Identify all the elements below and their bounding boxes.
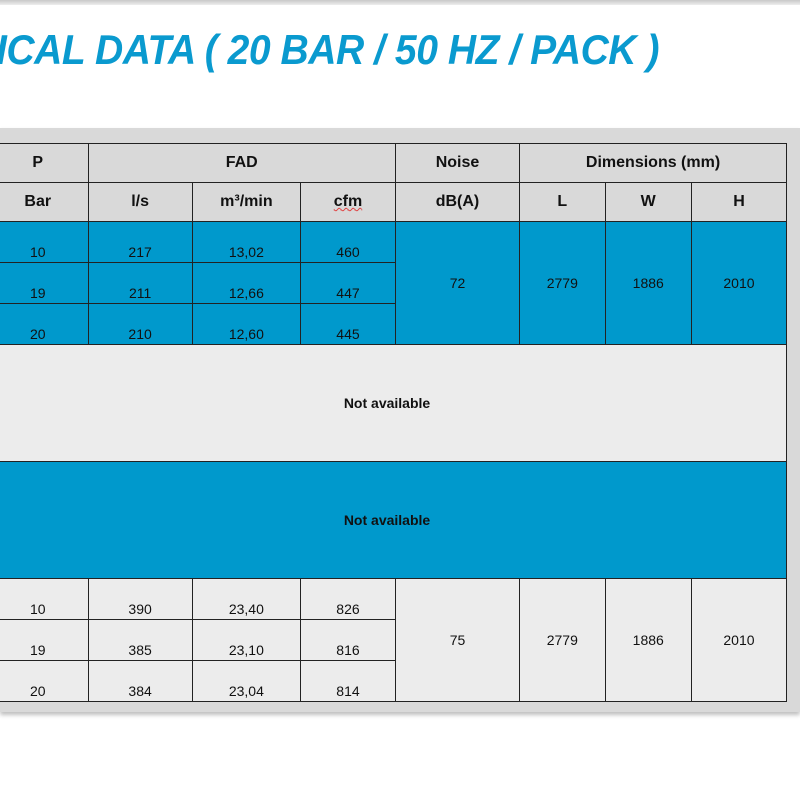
cell-cfm: 460 [300, 221, 396, 263]
table-row: 10 217 13,02 460 72 2779 1886 2010 [0, 221, 788, 345]
cell-cfm: 447 [300, 262, 396, 304]
unit-l: L [519, 182, 606, 222]
cell-noise: 72 [394, 221, 521, 345]
table-row: 19 385 23,10 816 [0, 619, 787, 661]
header-p: P [0, 143, 89, 183]
cell-h: 2010 [690, 221, 788, 345]
unit-ls: l/s [87, 182, 193, 222]
cell-w: 1886 [604, 221, 692, 345]
cell-bar: 20 [0, 660, 89, 702]
cell-m3min: 12,66 [191, 262, 302, 304]
cell-cfm: 826 [300, 578, 396, 620]
cell-cfm: 814 [300, 660, 396, 702]
table-row: 19 211 12,66 447 [0, 262, 787, 304]
cell-cfm: 445 [300, 303, 396, 345]
cell-m3min: 13,02 [191, 221, 302, 263]
not-available-cell: Not available [0, 344, 787, 462]
header-row-groups: P FAD Noise Dimensions (mm) [0, 143, 787, 183]
cell-cfm: 816 [300, 619, 396, 661]
unit-h: H [690, 182, 788, 222]
cell-bar: 19 [0, 619, 89, 661]
unit-bar: Bar [0, 182, 89, 222]
cell-m3min: 23,10 [191, 619, 302, 661]
unit-cfm: cfm [300, 182, 396, 222]
cell-h: 2010 [690, 578, 788, 702]
header-fad: FAD [87, 143, 396, 183]
cell-ls: 211 [87, 262, 193, 304]
table-row: 20 384 23,04 814 [0, 660, 787, 702]
unit-m3min: m³/min [191, 182, 302, 222]
cell-ls: 390 [87, 578, 193, 620]
table-row-not-available: Not available [0, 461, 787, 579]
cell-bar: 19 [0, 262, 89, 304]
header-noise: Noise [394, 143, 521, 183]
cell-bar: 10 [0, 221, 89, 263]
page-title: ICAL DATA ( 20 BAR / 50 HZ / PACK ) [0, 26, 659, 73]
unit-w: W [604, 182, 692, 222]
cell-ls: 210 [87, 303, 193, 345]
unit-cfm-text: cfm [333, 193, 363, 210]
technical-data-table: P FAD Noise Dimensions (mm) Bar l/s m³/m… [0, 143, 788, 702]
cell-bar: 20 [0, 303, 89, 345]
table-row-not-available: Not available [0, 344, 787, 462]
cell-ls: 217 [87, 221, 193, 263]
cell-m3min: 12,60 [191, 303, 302, 345]
header-dimensions: Dimensions (mm) [519, 143, 787, 183]
header-row-units: Bar l/s m³/min cfm dB(A) L W H [0, 182, 788, 222]
unit-dba: dB(A) [394, 182, 521, 222]
cell-m3min: 23,04 [191, 660, 302, 702]
top-strip [0, 0, 800, 5]
cell-noise: 75 [394, 578, 521, 702]
table-row: 10 390 23,40 826 75 2779 1886 2010 [0, 578, 788, 702]
not-available-cell: Not available [0, 461, 787, 579]
cell-bar: 10 [0, 578, 89, 620]
cell-m3min: 23,40 [191, 578, 302, 620]
cell-ls: 385 [87, 619, 193, 661]
cell-ls: 384 [87, 660, 193, 702]
cell-w: 1886 [604, 578, 692, 702]
cell-l: 2779 [519, 221, 606, 345]
cell-l: 2779 [519, 578, 606, 702]
